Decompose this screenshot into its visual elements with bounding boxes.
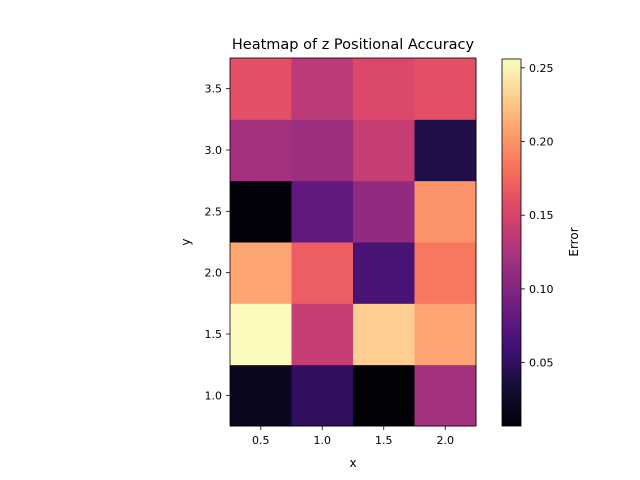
heatmap-cell [291,180,354,243]
x-tick-label: 0.5 [252,434,270,447]
colorbar-tick-label: 0.20 [529,136,554,149]
heatmap-cell [414,119,477,182]
x-tick-label: 1.5 [375,434,393,447]
heatmap-cell [291,119,354,182]
heatmap-cell [291,364,354,427]
heatmap-cell [414,180,477,243]
heatmap-cell [414,364,477,427]
heatmap-cell [291,303,354,366]
colorbar-ticks: 0.05 0.10 0.15 0.20 0.25 [521,62,554,370]
y-axis-label: y [179,238,193,245]
x-axis-label: x [349,456,356,470]
heatmap-cell [414,303,477,366]
heatmap-cell [291,242,354,304]
x-tick-label: 2.0 [437,434,455,447]
heatmap-cells [230,58,477,427]
colorbar-tick-label: 0.25 [529,62,554,75]
heatmap-cell [291,58,354,120]
heatmap-cell [353,180,415,243]
colorbar-tick-label: 0.15 [529,209,554,222]
colorbar-tick-label: 0.05 [529,357,554,370]
heatmap-cell [353,58,415,120]
colorbar [501,58,522,427]
heatmap-cell [414,58,477,120]
y-tick-label: 2.5 [205,205,223,218]
plot-frame [229,57,477,427]
x-axis: 0.5 1.0 1.5 2.0 [252,426,454,447]
heatmap-cell [230,303,292,366]
heatmap-cell [230,119,292,182]
chart-title: Heatmap of z Positional Accuracy [232,37,475,53]
heatmap-cell [230,58,292,120]
heatmap-cell [230,364,292,427]
y-axis: 1.0 1.5 2.0 2.5 3.0 3.5 [205,83,230,402]
y-tick-label: 3.5 [205,83,223,96]
x-tick-label: 1.0 [314,434,332,447]
y-tick-label: 1.5 [205,328,223,341]
colorbar-tick-label: 0.10 [529,283,554,296]
heatmap-cell [353,303,415,366]
heatmap-cell [230,180,292,243]
heatmap-cell [353,364,415,427]
y-tick-label: 1.0 [205,389,223,402]
colorbar-label: Error [567,227,581,256]
heatmap-cell [353,119,415,182]
heatmap-cell [353,242,415,304]
y-tick-label: 3.0 [205,144,223,157]
y-tick-label: 2.0 [205,267,223,280]
heatmap-cell [414,242,477,304]
heatmap-cell [230,242,292,304]
